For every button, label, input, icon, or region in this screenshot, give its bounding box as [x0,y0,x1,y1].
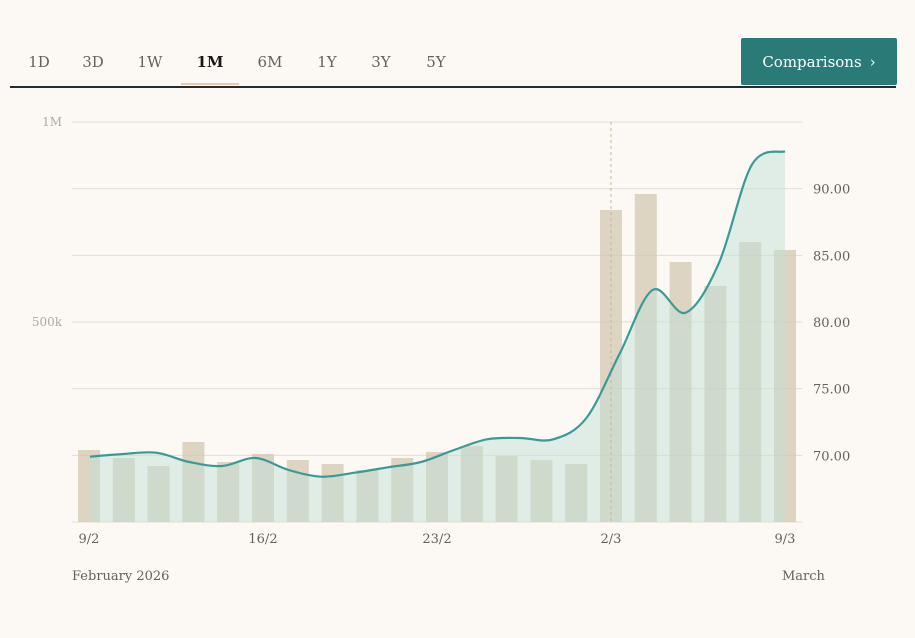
date-tick-label: 23/2 [422,532,451,547]
tab-5y[interactable]: 5Y [426,53,446,71]
date-axis-labels: 9/2 16/2 23/2 2/3 9/3 [79,532,796,547]
price-tick-label: 90.00 [813,183,850,198]
tab-6m[interactable]: 6M [257,53,283,71]
date-tick-label: 9/2 [79,532,100,547]
price-axis-labels: 70.00 75.00 80.00 85.00 90.00 [813,183,850,465]
volume-bar [321,464,344,522]
timeframe-tabs: 1D 3D 1W 1M 6M 1Y 3Y 5Y [10,36,896,88]
volume-bars [78,194,796,522]
comparisons-button[interactable]: Comparisons › [741,38,897,85]
volume-bar [426,452,448,522]
date-tick-label: 16/2 [248,532,277,547]
price-line [89,150,786,478]
price-tick-label: 75.00 [813,383,850,398]
price-tick-label: 80.00 [813,316,850,331]
volume-bar [112,458,135,522]
volume-bar [356,470,379,522]
volume-bar [634,194,657,522]
volume-bar [704,286,727,522]
period-end-label: March [782,569,825,584]
volume-bar [565,464,588,522]
tab-1w[interactable]: 1W [137,53,163,71]
tab-3d[interactable]: 3D [82,53,104,71]
price-area [90,151,785,523]
volume-bar [286,460,309,522]
volume-bar [530,460,553,522]
date-tick-label: 2/3 [601,532,622,547]
volume-bar [669,262,692,522]
volume-bar [460,446,483,522]
volume-bar [739,242,762,522]
volume-tick-label: 500k [32,315,63,329]
tab-3y[interactable]: 3Y [371,53,391,71]
tab-1d[interactable]: 1D [28,53,50,71]
volume-bar [78,450,100,522]
price-tick-label: 70.00 [813,449,850,464]
volume-bar [252,454,274,522]
volume-bar [217,462,240,522]
chevron-right-icon: › [869,52,876,71]
volume-bar [774,250,796,522]
volume-bar [391,458,414,522]
volume-bar [495,456,518,522]
volume-bar [600,210,622,522]
period-start-label: February 2026 [72,569,170,584]
price-tick-label: 85.00 [813,249,850,264]
date-tick-label: 9/3 [775,532,796,547]
comparisons-label: Comparisons [762,52,862,71]
tab-1m[interactable]: 1M [181,50,239,85]
tab-1y[interactable]: 1Y [317,53,337,71]
volume-bar [147,466,170,522]
volume-tick-label: 1M [42,115,62,129]
volume-axis-labels: 500k 1M [32,115,63,329]
